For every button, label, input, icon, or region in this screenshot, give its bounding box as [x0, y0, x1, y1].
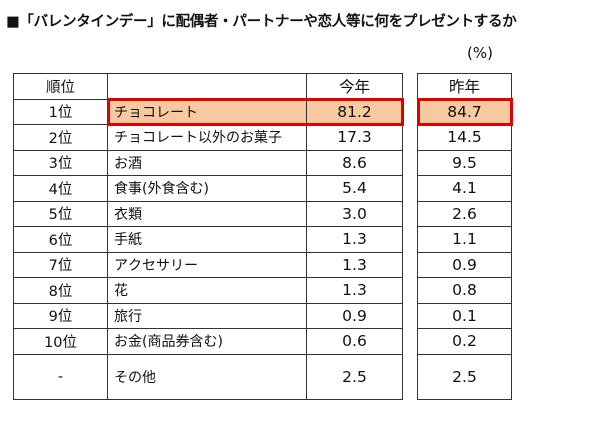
table-row: 2位 チョコレート以外のお菓子 17.3	[13, 124, 403, 151]
item-cell: 旅行	[107, 302, 307, 329]
item-cell: チョコレート	[107, 98, 307, 125]
rank-cell: 2位	[13, 124, 108, 151]
current-value-cell: 8.6	[306, 149, 403, 176]
table-row: 2.6	[417, 200, 512, 227]
table-row: 10位 お金(商品券含む) 0.6	[13, 328, 403, 355]
item-cell: アクセサリー	[107, 251, 307, 278]
table-row: 2.5	[417, 353, 512, 400]
item-cell: お酒	[107, 149, 307, 176]
table-row: 4.1	[417, 175, 512, 202]
rank-header: 順位	[13, 73, 108, 100]
table-row: 7位 アクセサリー 1.3	[13, 251, 403, 278]
current-value-cell: 1.3	[306, 277, 403, 304]
rank-cell: 5位	[13, 200, 108, 227]
chart-title: ■「バレンタインデー」に配偶者・パートナーや恋人等に何をプレゼントするか	[6, 14, 517, 30]
current-value-cell: 0.9	[306, 302, 403, 329]
table-row: 0.8	[417, 277, 512, 304]
table-row: 0.1	[417, 302, 512, 329]
ranking-table-body: 順位 今年 1位 チョコレート 81.2 2位 チョコレート以外のお菓子 17.3 3位 お酒…	[13, 73, 403, 400]
item-cell: その他	[107, 353, 307, 400]
previous-value-cell: 0.1	[417, 302, 512, 329]
table-row: 1.1	[417, 226, 512, 253]
previous-value-cell: 9.5	[417, 149, 512, 176]
table-row: 9位 旅行 0.9	[13, 302, 403, 329]
previous-value-cell: 0.2	[417, 328, 512, 355]
table-row: 4位 食事(外食含む) 5.4	[13, 175, 403, 202]
previous-value-cell: 0.9	[417, 251, 512, 278]
table-row: 9.5	[417, 149, 512, 176]
rank-cell: 8位	[13, 277, 108, 304]
rank-cell: 10位	[13, 328, 108, 355]
table-row: 6位 手紙 1.3	[13, 226, 403, 253]
rank-cell: -	[13, 353, 108, 400]
current-value-cell: 0.6	[306, 328, 403, 355]
table-row: 14.5	[417, 124, 512, 151]
table-row: 3位 お酒 8.6	[13, 149, 403, 176]
item-cell: 花	[107, 277, 307, 304]
unit-label: (%)	[467, 44, 493, 62]
item-cell: チョコレート以外のお菓子	[107, 124, 307, 151]
table-row: 1位 チョコレート 81.2	[13, 98, 403, 125]
item-cell: 衣類	[107, 200, 307, 227]
header-row: 順位 今年	[13, 73, 403, 100]
current-value-cell: 17.3	[306, 124, 403, 151]
previous-year-table: 昨年 84.7 14.5 9.5 4.1 2.6 1.1 0.9 0.8 0.1 0.2 2.5	[417, 73, 512, 400]
rank-cell: 9位	[13, 302, 108, 329]
previous-value-cell: 2.5	[417, 353, 512, 400]
current-value-cell: 81.2	[306, 98, 403, 125]
table-row: 8位花 1.3	[13, 277, 403, 304]
previous-year-table-body: 昨年 84.7 14.5 9.5 4.1 2.6 1.1 0.9 0.8 0.1 0.2 2.5	[417, 73, 512, 400]
table-row: 5位 衣類 3.0	[13, 200, 403, 227]
previous-value-cell: 2.6	[417, 200, 512, 227]
ranking-table: 順位 今年 1位 チョコレート 81.2 2位 チョコレート以外のお菓子 17.3 3位 お酒…	[13, 73, 403, 400]
previous-value-cell: 4.1	[417, 175, 512, 202]
current-value-cell: 1.3	[306, 226, 403, 253]
table-row: 0.9	[417, 251, 512, 278]
current-value-cell: 5.4	[306, 175, 403, 202]
rank-cell: 7位	[13, 251, 108, 278]
item-cell: お金(商品券含む)	[107, 328, 307, 355]
rank-cell: 1位	[13, 98, 108, 125]
current-value-cell: 1.3	[306, 251, 403, 278]
previous-value-cell: 14.5	[417, 124, 512, 151]
table-row: - その他 2.5	[13, 353, 403, 400]
previous-value-cell: 0.8	[417, 277, 512, 304]
previous-value-cell: 84.7	[417, 98, 512, 125]
current-value-cell: 3.0	[306, 200, 403, 227]
current-value-cell: 2.5	[306, 353, 403, 400]
table-row: 84.7	[417, 98, 512, 125]
item-header	[107, 73, 307, 100]
item-cell: 手紙	[107, 226, 307, 253]
rank-cell: 6位	[13, 226, 108, 253]
current-year-header: 今年	[306, 73, 403, 100]
item-cell: 食事(外食含む)	[107, 175, 307, 202]
previous-value-cell: 1.1	[417, 226, 512, 253]
table-row: 0.2	[417, 328, 512, 355]
rank-cell: 3位	[13, 149, 108, 176]
previous-year-header: 昨年	[417, 73, 512, 100]
header-row: 昨年	[417, 73, 512, 100]
rank-cell: 4位	[13, 175, 108, 202]
